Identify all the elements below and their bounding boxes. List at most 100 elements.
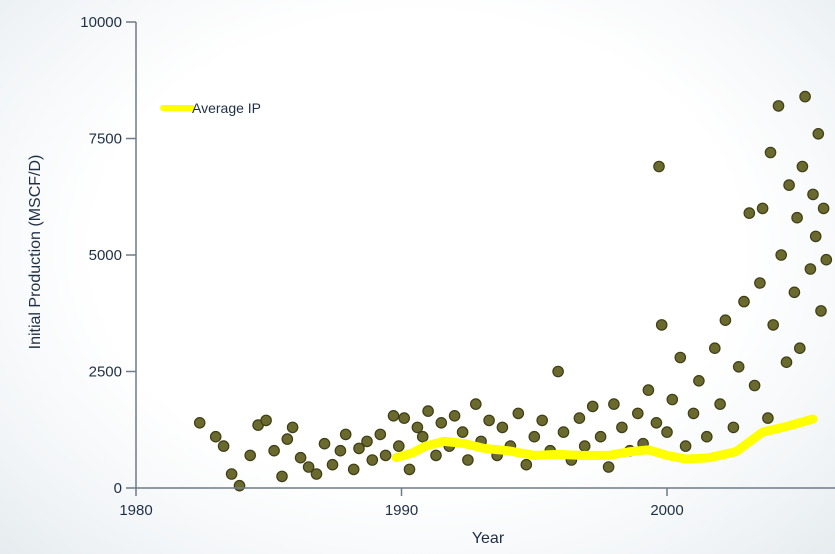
well-point <box>366 454 379 466</box>
well-point <box>392 440 405 452</box>
well-point <box>608 398 620 410</box>
well-point <box>411 421 424 434</box>
well-point <box>743 207 756 219</box>
legend-label-average-ip: Average IP <box>192 100 261 116</box>
average-ip-line <box>391 414 818 464</box>
well-point <box>748 379 761 392</box>
y-axis-title: Initial Production (MSCF/D) <box>27 155 44 350</box>
x-tick-label: 1980 <box>119 502 152 519</box>
well-point <box>217 440 230 452</box>
well-point <box>616 421 628 434</box>
well-point <box>379 449 392 462</box>
well-point <box>361 435 373 448</box>
well-point <box>573 412 586 424</box>
well-point <box>244 449 256 462</box>
well-point <box>520 458 533 471</box>
well-point <box>552 365 564 378</box>
well-point <box>650 416 663 429</box>
well-point <box>674 351 687 364</box>
well-point <box>780 356 793 368</box>
well-points <box>193 90 833 492</box>
y-tick-label: 7500 <box>89 131 122 148</box>
well-point <box>398 412 410 424</box>
well-point <box>483 414 495 427</box>
well-point <box>302 461 315 473</box>
y-axis-ticks: 0 2500 5000 7500 10000 <box>80 14 136 497</box>
well-point <box>817 202 830 215</box>
well-point <box>594 430 607 443</box>
well-point <box>260 414 272 427</box>
y-tick-label: 0 <box>114 480 122 497</box>
well-point <box>708 342 721 354</box>
well-point <box>403 463 416 476</box>
well-point <box>812 128 825 140</box>
well-point <box>815 305 827 317</box>
well-point <box>276 470 288 483</box>
y-tick-label: 5000 <box>89 247 122 264</box>
well-point <box>653 160 665 173</box>
y-tick-label: 10000 <box>80 14 122 31</box>
well-point <box>820 253 833 266</box>
well-point <box>714 398 726 410</box>
well-point <box>799 90 811 103</box>
well-point <box>233 479 246 492</box>
well-point <box>339 428 352 441</box>
well-point <box>791 211 803 224</box>
well-point <box>294 451 307 464</box>
well-point <box>586 400 599 413</box>
well-point <box>809 230 822 243</box>
well-point <box>719 314 732 326</box>
well-point <box>767 319 779 331</box>
well-point <box>783 179 795 191</box>
x-tick-label: 1990 <box>385 502 418 519</box>
well-point <box>655 319 668 331</box>
well-point <box>281 433 294 445</box>
well-point <box>456 426 469 438</box>
well-point <box>666 393 679 406</box>
well-point <box>727 421 740 434</box>
well-point <box>642 384 655 396</box>
well-point <box>631 407 644 420</box>
well-point <box>732 360 745 373</box>
y-tick-label: 2500 <box>89 364 122 381</box>
well-point <box>602 461 615 473</box>
well-point <box>193 416 206 429</box>
well-point <box>334 444 347 457</box>
well-point <box>687 407 700 420</box>
well-point <box>693 374 705 387</box>
well-point <box>679 440 692 452</box>
well-point <box>754 277 766 289</box>
well-point <box>528 430 541 443</box>
well-point <box>788 286 801 299</box>
well-point <box>700 430 713 443</box>
well-point <box>448 409 461 422</box>
well-point <box>347 463 360 476</box>
well-point <box>374 428 387 441</box>
well-point <box>661 426 673 438</box>
well-point <box>557 426 570 438</box>
well-point <box>793 342 806 354</box>
well-point <box>209 430 222 443</box>
well-point <box>416 430 429 443</box>
well-point <box>775 249 787 261</box>
well-point <box>772 100 785 112</box>
well-point <box>496 421 509 434</box>
well-point <box>326 458 339 471</box>
well-point <box>796 160 809 173</box>
well-point <box>512 407 525 420</box>
well-point <box>469 398 482 410</box>
well-point <box>353 442 365 455</box>
well-point <box>462 454 474 466</box>
well-point <box>310 468 323 480</box>
legend: Average IP <box>160 100 261 116</box>
well-point <box>435 416 448 429</box>
x-axis-title: Year <box>472 530 505 547</box>
well-point <box>804 263 817 275</box>
well-point <box>225 468 238 480</box>
well-point <box>756 202 769 215</box>
x-tick-label: 2000 <box>650 502 683 519</box>
well-point <box>286 421 299 434</box>
well-point <box>578 440 591 452</box>
well-point <box>318 437 331 450</box>
